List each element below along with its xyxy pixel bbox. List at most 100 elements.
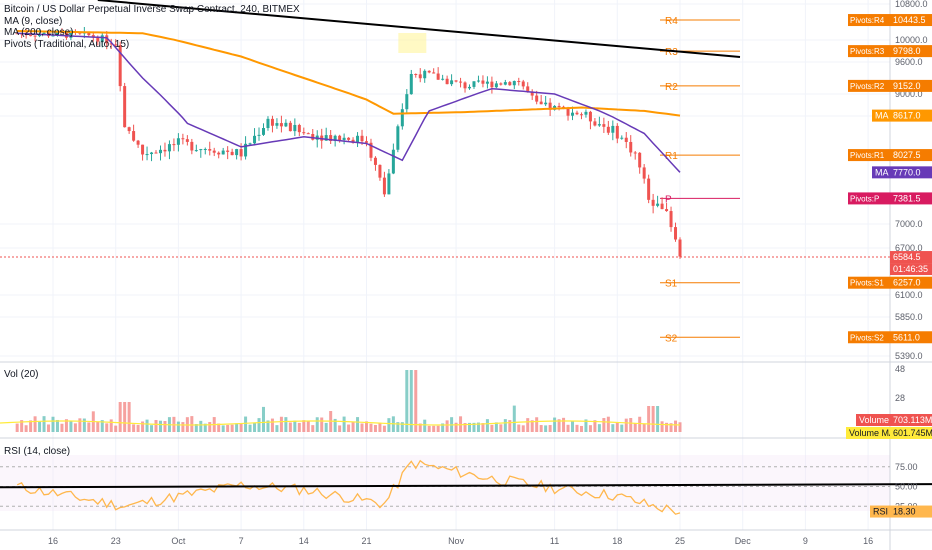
rsi-value-tag xyxy=(890,505,932,518)
price-tick-label: 5390.0 xyxy=(895,351,923,361)
price-tick-label: 7000.0 xyxy=(895,219,923,229)
ma9-legend[interactable]: MA (9, close) xyxy=(4,16,62,27)
volume-bar xyxy=(78,418,82,432)
time-tick-label: 11 xyxy=(550,536,559,546)
volume-ma-value-text: 601.745M xyxy=(893,428,932,438)
volume-bar xyxy=(239,423,243,432)
candle-body xyxy=(230,151,234,156)
volume-bar xyxy=(535,417,539,432)
volume-bar xyxy=(557,419,561,432)
volume-bar xyxy=(33,416,37,432)
pivot-value-text-s2: 5611.0 xyxy=(893,332,920,342)
candle-body xyxy=(593,121,597,126)
candle-body xyxy=(33,35,37,37)
ma200-value-text: 8617.0 xyxy=(893,111,921,121)
candle-body xyxy=(158,149,162,154)
candle-body xyxy=(329,135,333,142)
volume-bar xyxy=(575,424,579,432)
pivot-value-text-r1: 8027.5 xyxy=(893,150,921,160)
candle-body xyxy=(656,203,660,206)
candle-body xyxy=(665,209,669,212)
volume-bar xyxy=(369,423,373,432)
candle-body xyxy=(463,82,467,89)
rsi-label-tag xyxy=(870,505,890,518)
rsi-label-text: RSI xyxy=(873,507,888,517)
rsi-legend[interactable]: RSI (14, close) xyxy=(4,446,70,457)
volume-bar xyxy=(539,425,543,432)
candle-body xyxy=(145,154,149,156)
volume-bar xyxy=(60,423,64,432)
volume-bar xyxy=(150,425,154,432)
candle-body xyxy=(261,128,265,135)
volume-bar xyxy=(127,402,131,432)
candle-body xyxy=(369,142,373,158)
volume-bar xyxy=(123,402,127,432)
candle-body xyxy=(239,149,243,157)
trendline xyxy=(97,0,741,58)
candle-body xyxy=(620,137,624,139)
candle-body xyxy=(266,118,270,129)
volume-bar xyxy=(405,370,409,432)
candle-body xyxy=(172,144,176,146)
rsi-band xyxy=(0,455,890,511)
candle-body xyxy=(396,126,400,150)
volume-bar xyxy=(615,422,619,432)
volume-bar xyxy=(279,416,283,432)
candle-body xyxy=(476,80,480,82)
volume-bar xyxy=(571,420,575,432)
candle-body xyxy=(535,95,539,102)
candle-body xyxy=(678,239,682,257)
volume-bar xyxy=(665,422,669,432)
time-tick-label: Dec xyxy=(735,536,752,546)
pivot-tag-r1 xyxy=(848,149,890,162)
ma200-legend[interactable]: MA (200, close) xyxy=(4,27,73,38)
volume-bar xyxy=(217,423,221,432)
volume-bar xyxy=(445,420,449,432)
volume-bar xyxy=(674,420,678,432)
pivot-tag-p xyxy=(848,192,890,205)
candle-body xyxy=(212,150,216,153)
time-tick-label: 14 xyxy=(299,536,309,546)
volume-legend[interactable]: Vol (20) xyxy=(4,369,38,380)
volume-bar xyxy=(100,420,104,432)
pivots-legend[interactable]: Pivots (Traditional, Auto, 15) xyxy=(4,39,129,50)
pivot-value-text-p: 7381.5 xyxy=(893,193,921,203)
volume-bar xyxy=(136,424,140,432)
volume-tick-label: 28 xyxy=(895,393,905,403)
candle-body xyxy=(391,149,395,174)
volume-bar xyxy=(669,423,673,432)
volume-bar xyxy=(320,417,324,432)
candle-body xyxy=(297,124,301,133)
price-tick-label: 6100.0 xyxy=(895,290,923,300)
candlesticks xyxy=(15,26,682,259)
ma9-label-tag xyxy=(872,166,890,179)
volume-value-tag xyxy=(890,414,932,426)
candle-body xyxy=(38,34,42,37)
volume-bar xyxy=(606,416,610,432)
candle-body xyxy=(615,125,619,139)
grid-lines xyxy=(0,0,890,530)
candle-body xyxy=(445,78,449,85)
ma9-line xyxy=(17,32,681,173)
candle-body xyxy=(548,102,552,110)
volume-bar xyxy=(69,421,73,432)
volume-bar xyxy=(154,419,158,432)
time-tick-label: 25 xyxy=(675,536,685,546)
volume-bar xyxy=(163,421,167,432)
volume-bar xyxy=(656,406,660,432)
countdown-tag xyxy=(890,263,932,276)
price-tick-label: 10800.0 xyxy=(895,0,928,9)
volume-bar xyxy=(562,417,566,432)
candle-body xyxy=(579,114,583,116)
volume-tick-label: 48 xyxy=(895,364,905,374)
candle-body xyxy=(203,149,207,151)
volume-bar xyxy=(324,422,328,432)
candle-body xyxy=(127,127,131,132)
candle-body xyxy=(503,82,507,85)
volume-bar xyxy=(365,421,368,432)
candle-body xyxy=(405,94,409,110)
pivot-value-tag-r1 xyxy=(890,149,932,162)
pivot-label-s1: S1 xyxy=(665,279,678,290)
candle-body xyxy=(651,199,655,206)
